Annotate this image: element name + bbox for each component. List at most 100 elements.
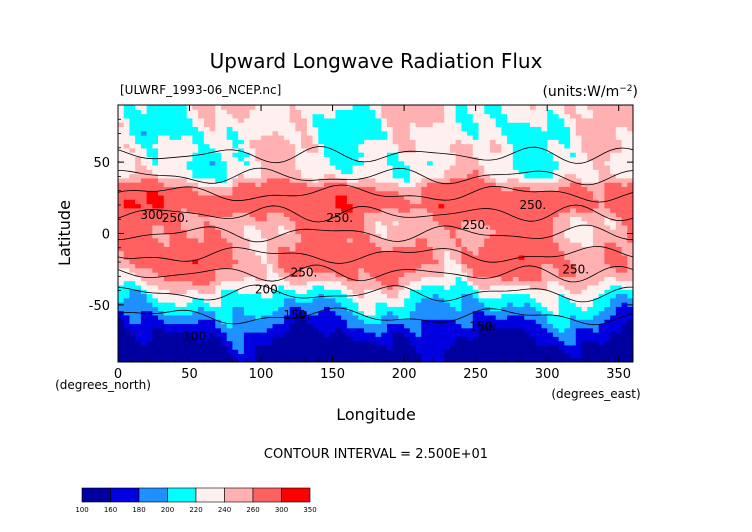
field-cell bbox=[352, 130, 359, 136]
field-cell bbox=[272, 177, 279, 183]
field-cell bbox=[186, 349, 193, 355]
field-cell bbox=[615, 233, 623, 239]
field-cell bbox=[180, 327, 188, 333]
field-cell bbox=[238, 293, 245, 299]
field-cell bbox=[421, 310, 428, 316]
field-cell bbox=[621, 224, 628, 230]
field-cell bbox=[564, 182, 571, 187]
field-cell bbox=[415, 147, 422, 153]
field-cell bbox=[444, 259, 451, 265]
field-cell bbox=[615, 182, 623, 187]
field-cell bbox=[478, 353, 485, 359]
field-cell bbox=[547, 216, 554, 222]
field-cell bbox=[289, 152, 296, 157]
field-cell bbox=[398, 190, 405, 196]
field-cell bbox=[209, 314, 216, 320]
field-cell bbox=[587, 190, 594, 196]
field-cell bbox=[203, 259, 211, 265]
field-cell bbox=[415, 233, 422, 239]
field-cell bbox=[266, 147, 274, 153]
field-cell bbox=[615, 254, 623, 260]
field-cell bbox=[335, 272, 342, 277]
field-cell bbox=[238, 173, 245, 179]
field-cell bbox=[232, 357, 239, 362]
field-cell bbox=[598, 190, 605, 196]
field-cell bbox=[495, 246, 502, 252]
field-cell bbox=[180, 126, 188, 132]
field-cell bbox=[192, 250, 199, 256]
field-cell bbox=[512, 289, 520, 295]
field-cell bbox=[421, 177, 428, 183]
field-cell bbox=[478, 143, 485, 149]
field-cell bbox=[272, 349, 279, 355]
field-cell bbox=[432, 284, 440, 290]
field-cell bbox=[289, 177, 296, 183]
field-cell bbox=[329, 306, 337, 312]
field-cell bbox=[295, 344, 302, 350]
field-cell bbox=[564, 177, 571, 183]
field-cell bbox=[232, 310, 239, 316]
field-cell bbox=[301, 134, 308, 140]
field-cell bbox=[621, 344, 628, 350]
field-cell bbox=[489, 186, 497, 192]
field-cell bbox=[261, 259, 268, 265]
field-cell bbox=[564, 173, 571, 179]
field-cell bbox=[489, 259, 497, 265]
field-cell bbox=[255, 314, 262, 320]
field-cell bbox=[518, 229, 525, 235]
field-cell bbox=[472, 182, 480, 187]
field-cell bbox=[427, 173, 434, 179]
field-cell bbox=[175, 336, 182, 342]
field-cell bbox=[530, 237, 537, 243]
field-cell bbox=[140, 259, 148, 265]
field-cell bbox=[392, 310, 399, 316]
field-cell bbox=[158, 349, 165, 355]
field-cell bbox=[489, 156, 497, 162]
field-cell bbox=[518, 327, 525, 333]
field-cell bbox=[272, 207, 279, 213]
field-cell bbox=[312, 229, 319, 235]
field-cell bbox=[152, 250, 159, 256]
field-cell bbox=[221, 297, 228, 303]
field-cell bbox=[547, 203, 554, 209]
field-cell bbox=[301, 216, 308, 222]
field-cell bbox=[438, 130, 445, 136]
field-cell bbox=[140, 134, 148, 140]
field-cell bbox=[283, 357, 291, 362]
field-cell bbox=[123, 160, 131, 166]
field-cell bbox=[295, 220, 302, 226]
field-cell bbox=[169, 357, 176, 362]
field-cell bbox=[615, 126, 623, 132]
field-cell bbox=[444, 207, 451, 213]
field-cell bbox=[415, 169, 422, 175]
field-cell bbox=[232, 207, 239, 213]
field-cell bbox=[215, 340, 222, 346]
field-cell bbox=[398, 323, 405, 329]
field-cell bbox=[570, 229, 577, 235]
field-cell bbox=[489, 242, 497, 247]
field-cell bbox=[123, 310, 131, 316]
field-cell bbox=[530, 289, 537, 295]
field-cell bbox=[501, 267, 508, 273]
field-cell bbox=[558, 259, 565, 265]
field-cell bbox=[209, 357, 216, 362]
field-cell bbox=[301, 147, 308, 153]
field-cell bbox=[449, 280, 457, 286]
field-cell bbox=[587, 267, 594, 273]
field-cell bbox=[335, 182, 342, 187]
field-cell bbox=[530, 220, 537, 226]
field-cell bbox=[358, 203, 365, 209]
field-cell bbox=[598, 276, 605, 282]
field-cell bbox=[421, 216, 428, 222]
field-cell bbox=[530, 254, 537, 260]
field-cell bbox=[392, 340, 399, 346]
field-cell bbox=[512, 182, 520, 187]
field-cell bbox=[621, 164, 628, 170]
field-cell bbox=[592, 237, 600, 243]
field-cell bbox=[306, 323, 314, 329]
field-cell bbox=[364, 237, 371, 243]
field-cell bbox=[512, 272, 520, 277]
field-cell bbox=[140, 139, 148, 145]
field-cell bbox=[398, 173, 405, 179]
field-cell bbox=[375, 212, 382, 217]
